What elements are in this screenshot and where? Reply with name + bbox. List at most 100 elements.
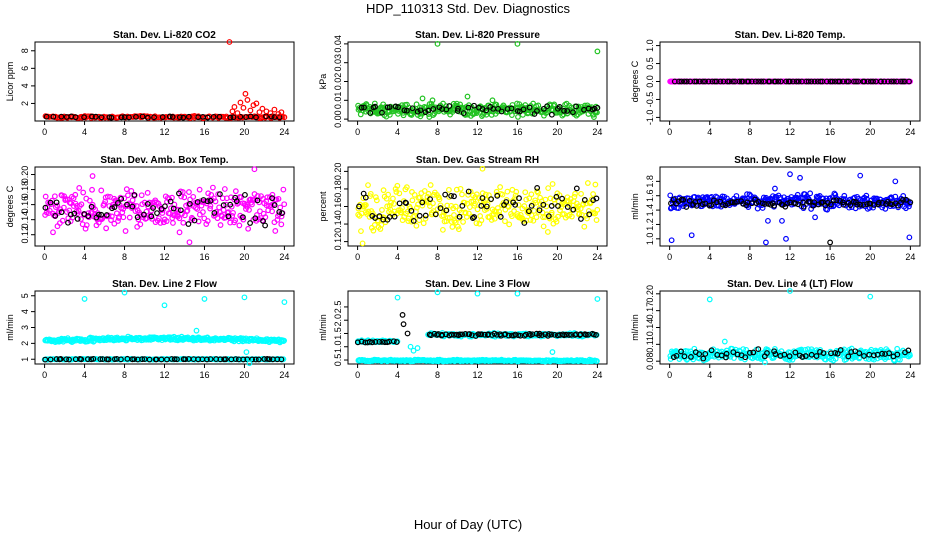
- data-point: [594, 48, 601, 55]
- data-point: [207, 197, 214, 204]
- data-point: [503, 199, 510, 205]
- data-point: [581, 197, 588, 203]
- data-point: [121, 195, 128, 202]
- data-point: [191, 217, 198, 224]
- data-point: [155, 200, 162, 207]
- data-point: [229, 212, 236, 219]
- data-point: [544, 229, 551, 235]
- data-point: [583, 212, 589, 219]
- data-point: [706, 296, 713, 303]
- data-point: [472, 200, 478, 207]
- data-point: [512, 201, 519, 208]
- data-point: [523, 196, 530, 203]
- data-point: [564, 204, 571, 210]
- data-point: [784, 200, 791, 207]
- data-point: [906, 234, 913, 241]
- data-point: [837, 347, 844, 353]
- data-point: [169, 114, 176, 120]
- data-point: [520, 106, 527, 113]
- data-point: [379, 109, 385, 116]
- data-point: [573, 200, 580, 207]
- data-point: [149, 215, 155, 222]
- data-point: [264, 356, 271, 362]
- x-tick-label: 8: [435, 127, 440, 137]
- data-point: [870, 204, 877, 211]
- data-point: [746, 349, 753, 356]
- data-point: [180, 114, 187, 121]
- data-point: [89, 113, 95, 120]
- x-tick-label: 8: [435, 370, 440, 380]
- data-point: [362, 194, 369, 201]
- data-point: [162, 203, 168, 210]
- data-point: [76, 185, 83, 191]
- data-point: [82, 225, 89, 232]
- data-point: [396, 190, 403, 197]
- data-point: [71, 210, 78, 217]
- x-tick-label: 24: [592, 252, 602, 262]
- data-point: [762, 359, 768, 366]
- data-point: [236, 222, 243, 229]
- data-point: [115, 200, 121, 206]
- data-point: [121, 289, 128, 296]
- data-point: [509, 213, 515, 220]
- data-point: [439, 331, 446, 338]
- data-point: [411, 191, 418, 198]
- data-point: [46, 207, 53, 214]
- data-point: [832, 191, 839, 198]
- y-tick-label: 1.4: [645, 204, 655, 217]
- data-point: [385, 191, 392, 198]
- data-point: [593, 331, 599, 338]
- data-point: [278, 213, 285, 220]
- data-point: [578, 216, 584, 222]
- data-point: [432, 211, 439, 218]
- data-point: [247, 220, 253, 226]
- data-point: [548, 331, 555, 338]
- data-point: [157, 219, 164, 226]
- data-point: [886, 350, 892, 357]
- data-point: [446, 103, 453, 109]
- data-point: [521, 220, 528, 226]
- data-point: [280, 186, 287, 193]
- data-point: [771, 348, 778, 355]
- data-point: [861, 353, 867, 359]
- data-point: [216, 204, 223, 211]
- data-point: [391, 213, 398, 220]
- x-tick-label: 20: [865, 370, 875, 380]
- data-point: [276, 114, 283, 121]
- y-tick-label: 0.5: [333, 354, 343, 367]
- data-point: [808, 78, 815, 85]
- y-tick-label: 0.02: [333, 73, 343, 91]
- y-tick-label: -0.5: [645, 92, 655, 108]
- data-point: [508, 332, 515, 339]
- data-point: [148, 213, 155, 220]
- y-tick-label: 2.0: [333, 314, 343, 327]
- data-point: [376, 213, 383, 220]
- data-point: [898, 78, 904, 85]
- data-point: [907, 199, 914, 206]
- data-point: [540, 201, 547, 208]
- data-point: [443, 218, 450, 224]
- data-point: [455, 226, 462, 233]
- x-tick-label: 4: [395, 127, 400, 137]
- data-point: [249, 356, 256, 363]
- data-point: [515, 113, 521, 120]
- data-point: [474, 290, 481, 297]
- data-point: [123, 186, 130, 193]
- data-point: [111, 204, 118, 211]
- data-point: [528, 202, 535, 209]
- data-point: [434, 289, 441, 296]
- data-point: [435, 331, 442, 337]
- data-point: [126, 214, 133, 221]
- data-point: [399, 311, 406, 318]
- data-point: [526, 331, 533, 337]
- data-point: [190, 193, 197, 200]
- data-point: [563, 331, 570, 338]
- data-point: [176, 229, 183, 236]
- data-point: [370, 227, 377, 234]
- data-point: [60, 204, 67, 211]
- data-point: [755, 346, 762, 352]
- data-point: [354, 339, 361, 346]
- data-point: [543, 203, 550, 210]
- data-point: [80, 189, 87, 196]
- data-point: [177, 207, 184, 214]
